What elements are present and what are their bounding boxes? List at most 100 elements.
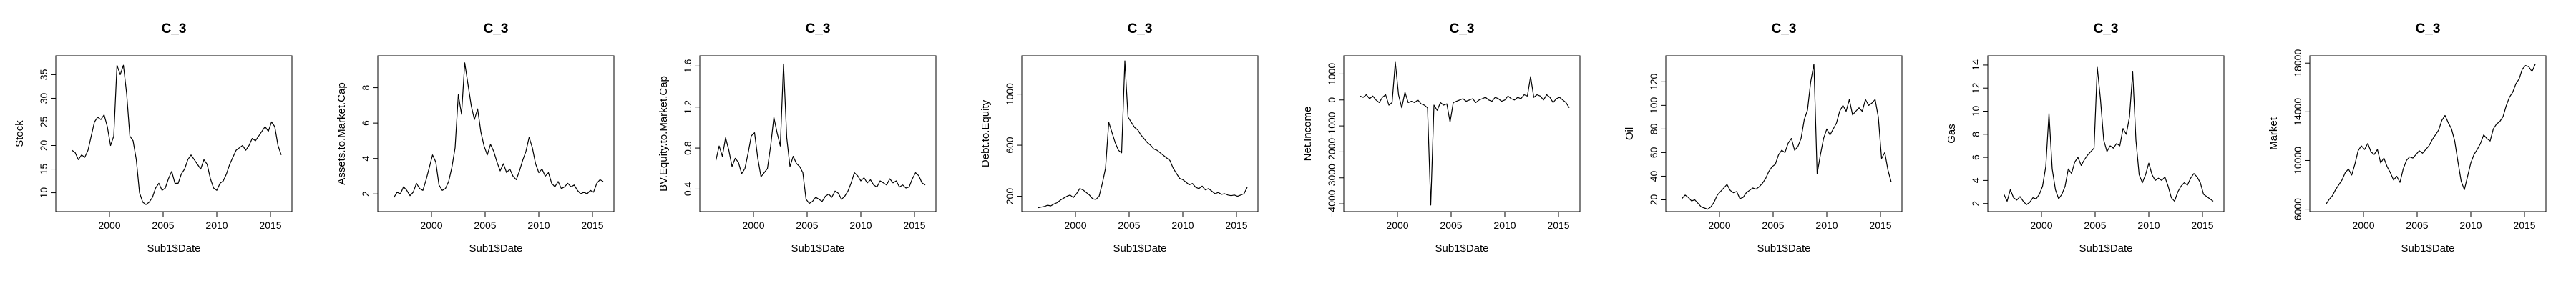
y-tick-label: 12 — [1970, 82, 1981, 94]
y-tick-label: −1000 — [1326, 112, 1337, 140]
y-axis-label: Stock — [14, 120, 26, 147]
series-line — [1682, 63, 1892, 210]
x-axis-label: Sub1$Date — [147, 242, 200, 255]
y-tick-label: 30 — [38, 92, 49, 104]
y-axis-label: Gas — [1946, 124, 1958, 144]
x-axis: 2000 2005 2010 2015 — [1386, 212, 1570, 231]
x-tick-label: 2015 — [2191, 220, 2213, 231]
y-tick-label: 10 — [38, 187, 49, 199]
y-axis-label: Assets.to.Market.Cap — [336, 82, 348, 184]
x-tick-label: 2000 — [1064, 220, 1086, 231]
y-tick-label: 100 — [1648, 97, 1659, 114]
chart-3: C_3 2000 2005 2010 2015 Sub1$Date 0.4 0.8 1.2 1.6… — [658, 21, 937, 255]
y-tick-label: 120 — [1648, 73, 1659, 90]
y-tick-label: 1.2 — [682, 100, 693, 114]
y-axis: 20 40 60 80 100 120 — [1648, 73, 1666, 205]
chart-7: C_3 2000 2005 2010 2015 Sub1$Date 2 4 6 8 10 12 14 Ga… — [1946, 21, 2225, 255]
series-line — [72, 64, 282, 205]
y-axis-label: Market — [2268, 117, 2280, 150]
y-axis: 0.4 0.8 1.2 1.6 — [682, 59, 700, 196]
chart-title: C_3 — [2416, 21, 2441, 36]
x-tick-label: 2005 — [152, 220, 174, 231]
chart-2: C_3 2000 2005 2010 2015 Sub1$Date 2 4 6 8 Assets.t… — [336, 21, 615, 255]
x-tick-label: 2005 — [474, 220, 496, 231]
y-axis: 10 15 20 25 30 35 — [38, 69, 56, 198]
y-tick-label: 0.4 — [682, 182, 693, 197]
y-tick-label: 600 — [1004, 137, 1015, 154]
y-axis-label: Net.Income — [1302, 107, 1314, 162]
y-tick-label: 35 — [38, 69, 49, 80]
x-tick-label: 2000 — [420, 220, 442, 231]
plot-frame — [1665, 55, 1903, 212]
x-axis: 2000 2005 2010 2015 — [742, 212, 926, 231]
chart-8: C_3 2000 2005 2010 2015 Sub1$Date 6000 10000 140… — [2268, 21, 2547, 255]
y-tick-label: 14 — [1970, 59, 1981, 71]
series-line — [715, 63, 926, 204]
x-axis-label: Sub1$Date — [2079, 242, 2132, 255]
chart-title: C_3 — [2094, 21, 2119, 36]
x-axis: 2000 2005 2010 2015 — [1708, 212, 1892, 231]
x-tick-label: 2015 — [1225, 220, 1247, 231]
x-axis-label: Sub1$Date — [1435, 242, 1488, 255]
y-tick-label: 20 — [38, 140, 49, 152]
y-axis: 2 4 6 8 10 12 14 — [1970, 59, 1988, 207]
x-axis-label: Sub1$Date — [1757, 242, 1810, 255]
y-axis-label: BV.Equity.to.Market.Cap — [658, 76, 670, 192]
series-line — [2003, 66, 2214, 205]
plot-frame — [55, 55, 293, 212]
y-tick-label: 2 — [360, 191, 371, 197]
chart-5: C_3 2000 2005 2010 2015 Sub1$Date −4000−3000−2… — [1302, 21, 1581, 255]
chart-1: C_3 2000 2005 2010 2015 Sub1$Date 10 15 20 25 30 35… — [14, 21, 293, 255]
y-tick-label: 1000 — [1004, 83, 1015, 105]
y-tick-label: 15 — [38, 164, 49, 175]
x-axis-label: Sub1$Date — [1113, 242, 1166, 255]
x-tick-label: 2010 — [1493, 220, 1516, 231]
x-tick-label: 2005 — [2406, 220, 2428, 231]
y-tick-label: 8 — [360, 84, 371, 90]
x-tick-label: 2015 — [1869, 220, 1891, 231]
x-tick-label: 2015 — [2513, 220, 2535, 231]
y-tick-label: 0.8 — [682, 141, 693, 155]
x-tick-label: 2015 — [1547, 220, 1569, 231]
y-tick-label: 6 — [1970, 154, 1981, 160]
y-tick-label: 2 — [1970, 201, 1981, 207]
x-tick-label: 2005 — [1762, 220, 1784, 231]
y-tick-label: 25 — [38, 116, 49, 127]
y-tick-label: 10 — [1970, 106, 1981, 117]
x-tick-label: 2000 — [1386, 220, 1408, 231]
y-tick-label: 200 — [1004, 188, 1015, 205]
x-tick-label: 2005 — [1118, 220, 1140, 231]
y-tick-label: −4000 — [1326, 189, 1337, 218]
x-tick-label: 2015 — [259, 220, 281, 231]
x-tick-label: 2000 — [1708, 220, 1730, 231]
y-tick-label: 4 — [1970, 177, 1981, 183]
plot-frame — [1987, 55, 2225, 212]
series-line — [393, 62, 604, 198]
x-axis-label: Sub1$Date — [2401, 242, 2454, 255]
chart-title: C_3 — [1128, 21, 1153, 36]
x-tick-label: 2010 — [205, 220, 228, 231]
x-axis-label: Sub1$Date — [791, 242, 844, 255]
x-tick-label: 2015 — [903, 220, 925, 231]
y-axis-label: Oil — [1624, 127, 1636, 140]
x-tick-label: 2000 — [2030, 220, 2052, 231]
y-tick-label: 80 — [1648, 123, 1659, 134]
chart-title: C_3 — [1450, 21, 1475, 36]
y-tick-label: 10000 — [2292, 147, 2303, 174]
plot-frame — [1021, 55, 1259, 212]
chart-title: C_3 — [162, 21, 187, 36]
y-tick-label: 60 — [1648, 147, 1659, 158]
x-tick-label: 2010 — [1171, 220, 1194, 231]
chart-title: C_3 — [484, 21, 509, 36]
chart-4: C_3 2000 2005 2010 2015 Sub1$Date 200 600 1000 De… — [980, 21, 1259, 255]
series-line — [1038, 60, 1248, 209]
y-tick-label: 6000 — [2292, 198, 2303, 220]
chart-6: C_3 2000 2005 2010 2015 Sub1$Date 20 40 60 80 100 1… — [1624, 21, 1903, 255]
x-axis: 2000 2005 2010 2015 — [1064, 212, 1248, 231]
y-tick-label: 1.6 — [682, 59, 693, 73]
x-axis: 2000 2005 2010 2015 — [2030, 212, 2214, 231]
y-tick-label: 8 — [1970, 132, 1981, 137]
x-axis: 2000 2005 2010 2015 — [98, 212, 282, 231]
x-tick-label: 2000 — [98, 220, 120, 231]
